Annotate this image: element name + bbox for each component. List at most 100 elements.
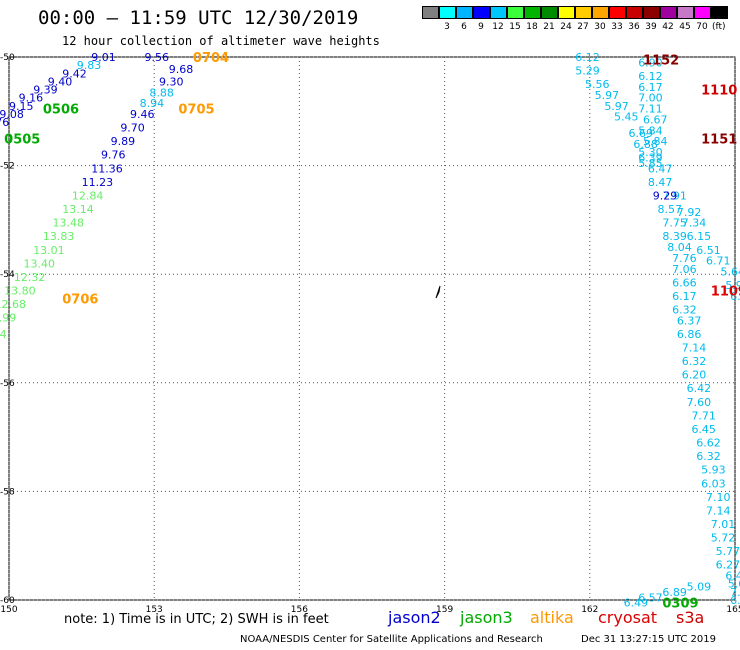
legend-jason2: jason2 — [388, 608, 441, 627]
legend-swatch — [541, 6, 558, 19]
wave-height-label: 6.71 — [706, 255, 731, 268]
footer-timestamp: Dec 31 13:27:15 UTC 2019 — [581, 634, 716, 645]
wave-height-label: 6.27 — [716, 559, 740, 572]
legend-swatch — [609, 6, 626, 19]
legend-unit: (ft) — [712, 22, 726, 32]
wave-height-label: 7.10 — [706, 491, 731, 504]
wave-height-label: 9.76 — [0, 116, 9, 129]
legend-label: 36 — [628, 22, 640, 32]
wave-height-label: 5.56 — [585, 78, 610, 91]
wave-height-label: 9.01 — [91, 51, 116, 64]
time-label: 0505 — [4, 132, 40, 147]
legend-label: 70 — [696, 22, 708, 32]
wave-height-label: 6.40 — [730, 290, 740, 303]
wave-height-label: 6.9 — [730, 594, 740, 607]
wave-height-label: 7.91 — [662, 189, 687, 202]
wave-height-label: 6.49 — [624, 597, 649, 610]
wave-height-label: 9.29 — [653, 189, 678, 202]
wave-height-label: 7.0 — [730, 586, 740, 599]
wave-height-label: 5.97 — [604, 100, 629, 113]
legend-cryosat: cryosat — [598, 608, 658, 627]
legend-swatch — [524, 6, 541, 19]
wave-height-label: 5.84 — [638, 124, 663, 137]
wave-height-label: 9.39 — [33, 84, 58, 97]
wave-height-label: 8.47 — [648, 176, 673, 189]
time-label: 1152 — [643, 54, 679, 69]
legend-swatch — [660, 6, 677, 19]
lon-tick-label: 165 — [726, 605, 740, 615]
lon-tick-label: 153 — [146, 605, 163, 615]
wave-height-label: 9.83 — [77, 59, 102, 72]
wave-height-label: 13.83 — [43, 230, 75, 243]
wave-height-label: 12.74 — [0, 328, 7, 341]
wave-height-label: 7.01 — [711, 518, 736, 531]
wave-height-label: 6.89 — [662, 586, 687, 599]
wave-height-label: 13.48 — [53, 217, 84, 230]
wave-height-label: 9.42 — [62, 67, 87, 80]
wave-height-label: 6.90 — [638, 56, 663, 69]
legend-swatch — [626, 6, 643, 19]
wave-height-label: 5.93 — [701, 464, 726, 477]
legend-swatch — [473, 6, 490, 19]
wave-height-label: 6.37 — [677, 314, 702, 327]
wave-height-label: 12.32 — [14, 271, 46, 284]
wave-height-label: 9.30 — [159, 75, 184, 88]
legend-altika: altika — [530, 608, 574, 627]
wave-height-label: 7.06 — [672, 263, 697, 276]
wave-height-label: 9.70 — [120, 122, 145, 135]
wave-height-label: 6.32 — [672, 303, 697, 316]
wave-height-label: 9.08 — [0, 108, 24, 121]
legend-label: 12 — [492, 22, 504, 32]
wave-height-label: 9.76 — [101, 149, 126, 162]
legend-label: 21 — [543, 22, 555, 32]
legend-label: 15 — [509, 22, 521, 32]
time-label: 0706 — [62, 293, 98, 308]
wave-height-label: 6.42 — [687, 382, 712, 395]
legend-label: 45 — [679, 22, 691, 32]
legend-label: 24 — [560, 22, 572, 32]
wave-height-label: 5.77 — [716, 545, 740, 558]
wave-height-label: 12.99 — [0, 312, 16, 325]
legend-swatch — [643, 6, 660, 19]
wave-height-label: 5.84 — [643, 135, 668, 148]
legend-swatch — [507, 6, 524, 19]
wave-height-label: 8.57 — [658, 203, 683, 216]
wave-height-label: 5.45 — [614, 111, 639, 124]
wave-height-label: 7.11 — [638, 103, 663, 116]
legend-label: 33 — [611, 22, 623, 32]
time-label: 0506 — [43, 103, 79, 118]
wave-height-label: 6.12 — [638, 70, 663, 83]
time-label: 0704 — [193, 51, 229, 66]
legend-label: 9 — [478, 22, 484, 32]
wave-height-label: 6.57 — [638, 591, 663, 604]
legend-s3a: s3a — [676, 608, 705, 627]
wave-height-label: 6.67 — [643, 113, 668, 126]
wave-height-label: 7.00 — [638, 92, 663, 105]
wave-height-label: 9.16 — [19, 92, 44, 105]
legend-jason3: jason3 — [460, 608, 513, 627]
island-outline — [435, 285, 441, 299]
wave-height-label: 6.66 — [672, 276, 697, 289]
wave-height-label: 6.86 — [677, 328, 702, 341]
legend-swatch — [490, 6, 507, 19]
legend-swatch — [575, 6, 592, 19]
wave-height-label: 9.15 — [9, 100, 34, 113]
wave-height-label: 5.30 — [638, 146, 663, 159]
wave-height-label: 9.46 — [130, 108, 155, 121]
wave-height-label: 5.97 — [595, 89, 620, 102]
wave-height-label: 5.29 — [575, 65, 600, 78]
wave-height-label: 6.17 — [672, 290, 697, 303]
wave-height-label: 6.32 — [696, 450, 721, 463]
time-label: 0705 — [178, 103, 214, 118]
wave-height-label: 5.64 — [720, 265, 740, 278]
legend-label: 3 — [444, 22, 450, 32]
wave-height-label: 11.23 — [82, 176, 114, 189]
wave-height-label: 6.51 — [696, 244, 721, 257]
legend-swatch — [694, 6, 711, 19]
wave-height-label: 9.68 — [169, 63, 194, 76]
wave-height-label: 13.01 — [33, 244, 64, 257]
wave-height-label: 8.39 — [662, 230, 687, 243]
lat-tick-label: -60 — [0, 596, 15, 606]
lon-tick-label: 150 — [0, 605, 17, 615]
